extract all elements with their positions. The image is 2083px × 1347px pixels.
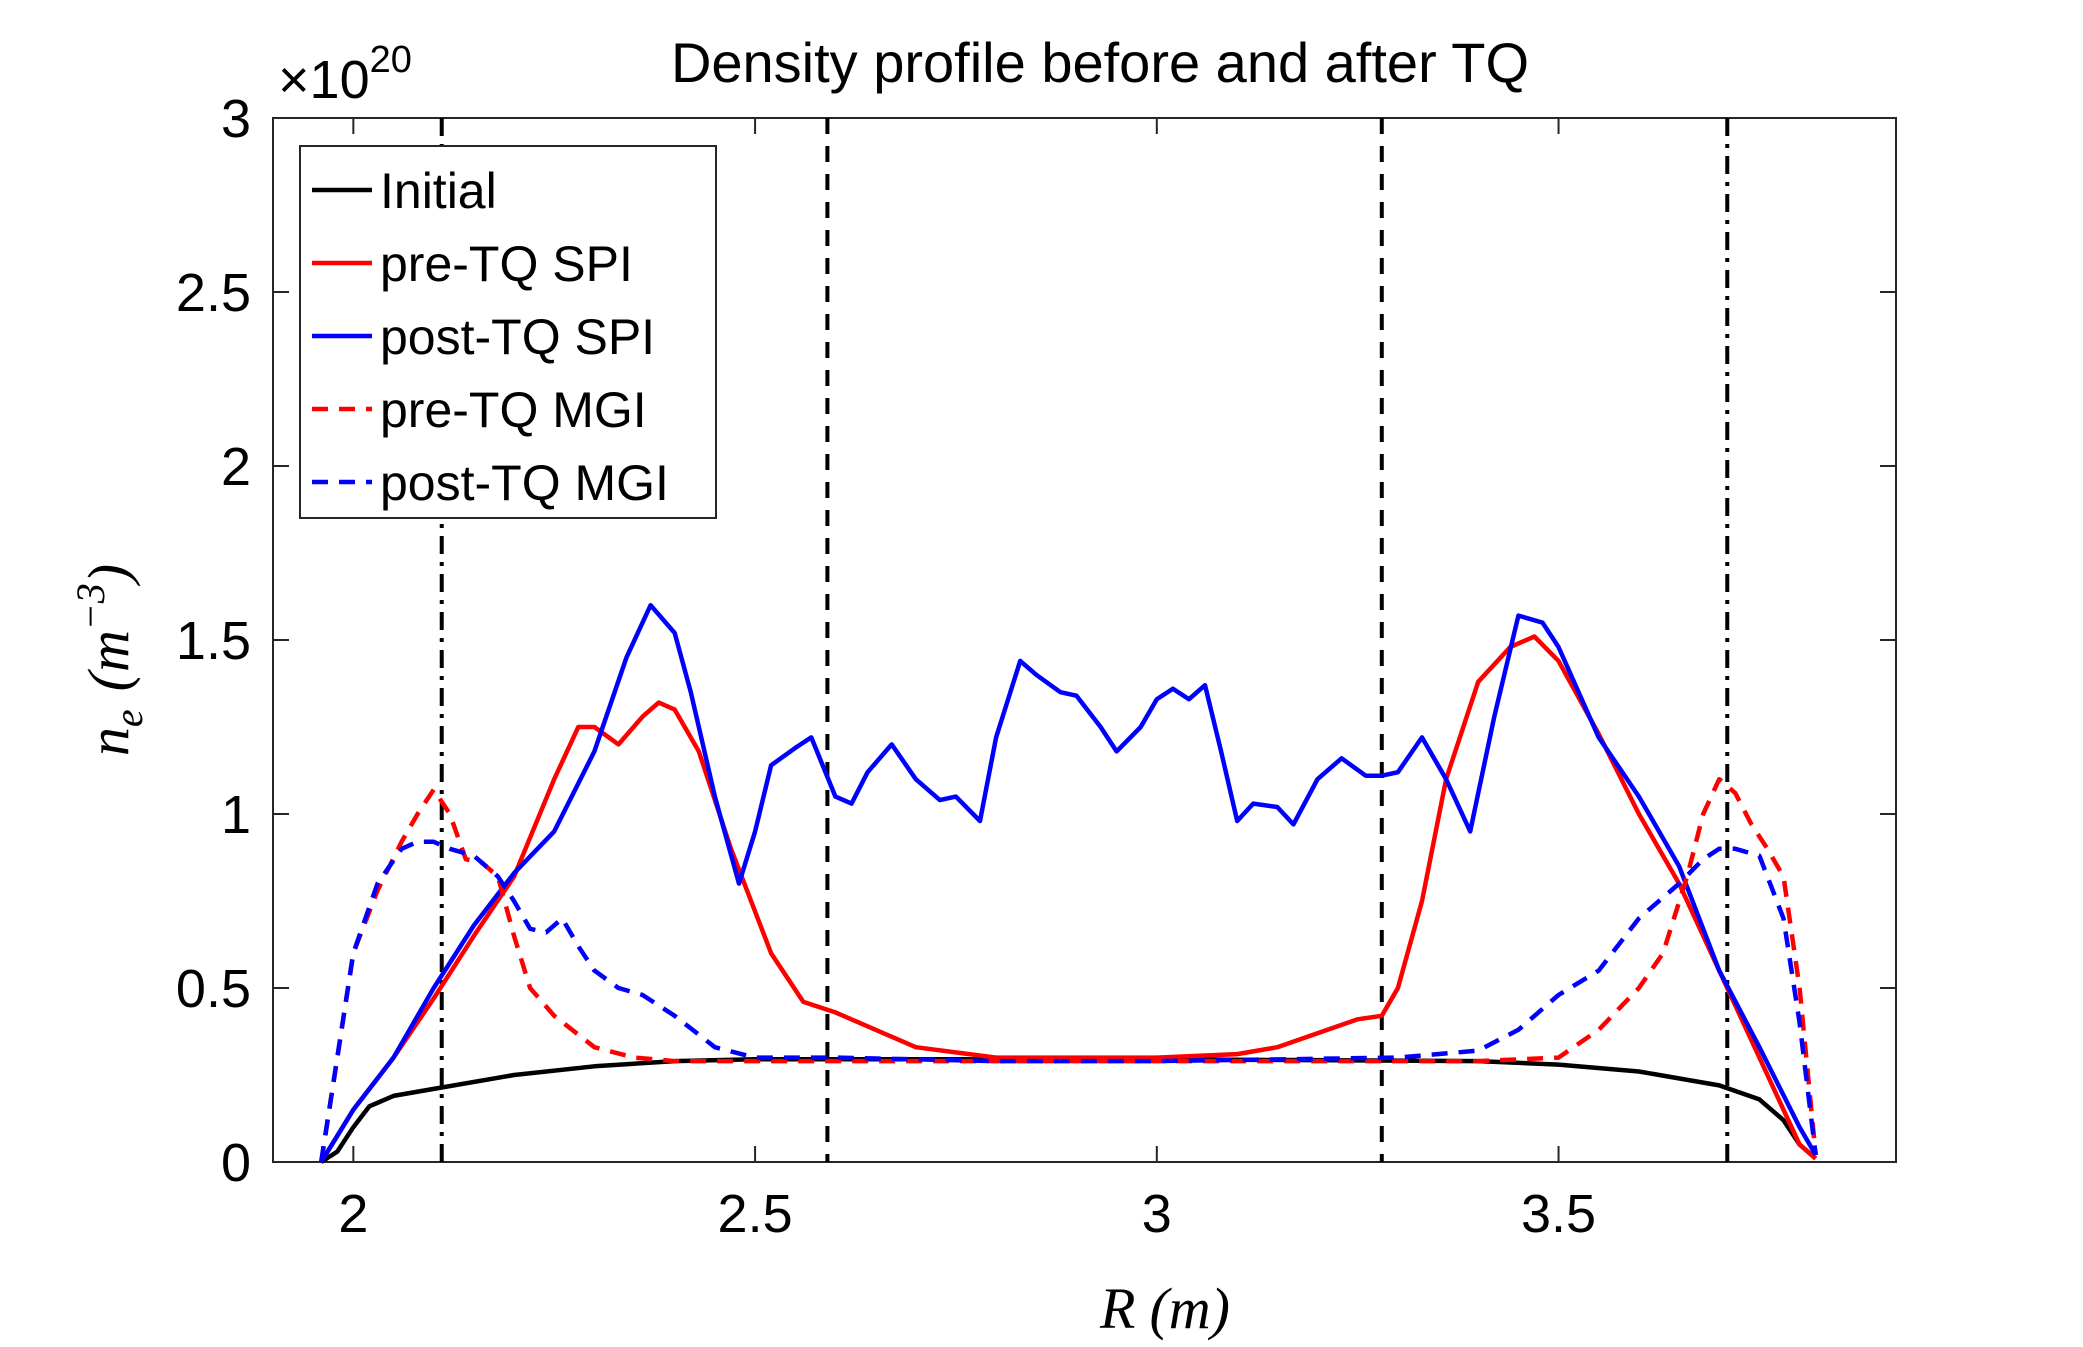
y-axis-label: ne(m−3): [68, 564, 151, 756]
legend: Initial pre-TQ SPI post-TQ SPI pre-TQ MGI po…: [299, 145, 717, 519]
y-tick-label: 1.5: [176, 611, 251, 671]
y-tick-label: 2: [221, 437, 251, 497]
series-line-initial: [319, 1057, 1818, 1164]
legend-label: pre-TQ SPI: [380, 236, 633, 292]
legend-label: post-TQ SPI: [380, 309, 655, 365]
series-line-pre-tq-spi: [319, 634, 1818, 1164]
legend-label: post-TQ MGI: [380, 455, 669, 511]
reference-lines: [439, 118, 1730, 1162]
axis-ticks: 2 2.5 3 3.5 0 0.5 1 1.5 2 2.5 3: [176, 89, 1896, 1244]
x-axis-label: R (m): [1099, 1276, 1230, 1341]
y-axis-label-group: ne(m−3): [68, 564, 151, 756]
series-lines: [318, 602, 1818, 1164]
legend-label: pre-TQ MGI: [380, 382, 647, 438]
x-tick-label: 3.5: [1521, 1184, 1596, 1244]
y-tick-label: 2.5: [176, 263, 251, 323]
y-tick-label: 1: [221, 785, 251, 845]
y-tick-label: 0: [221, 1133, 251, 1193]
x-tick-label: 2: [338, 1184, 368, 1244]
x-tick-label: 3: [1142, 1184, 1172, 1244]
chart-title: Density profile before and after TQ: [671, 31, 1529, 94]
series-line-post-tq-mgi: [318, 839, 1818, 1163]
series-line-pre-tq-mgi: [318, 776, 1818, 1163]
exponent-multiplier: ×1020: [278, 39, 412, 110]
legend-label: Initial: [380, 163, 497, 219]
series-line-post-tq-spi: [319, 602, 1818, 1164]
x-tick-label: 2.5: [718, 1184, 793, 1244]
y-tick-label: 0.5: [176, 959, 251, 1019]
y-tick-label: 3: [221, 89, 251, 149]
legend-box: [299, 145, 717, 519]
